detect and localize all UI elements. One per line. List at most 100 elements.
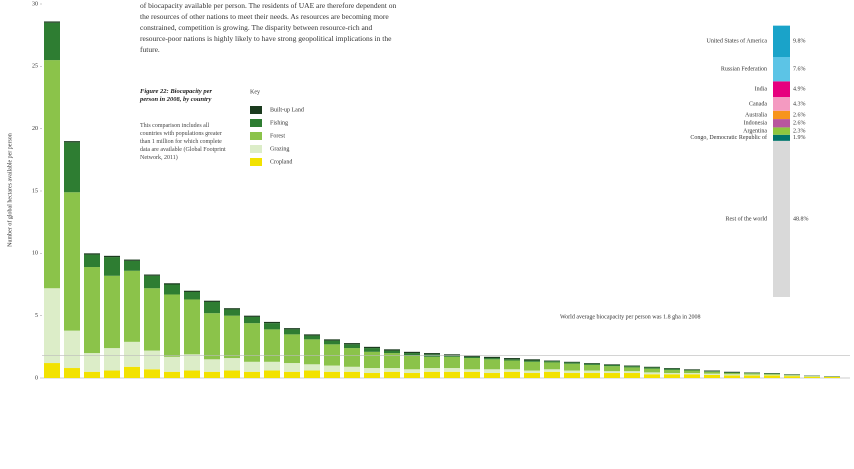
bar-segment [164, 294, 180, 357]
legend-title: Key [250, 89, 260, 95]
bar-segment [124, 260, 140, 271]
bar-segment [504, 360, 520, 370]
bar-segment [624, 373, 640, 378]
share-segment [773, 110, 790, 120]
bar-segment [684, 373, 700, 375]
share-segment [773, 140, 790, 297]
bar-segment [704, 371, 720, 372]
bar-segment [644, 368, 660, 373]
bar-segment [484, 359, 500, 370]
bar-segment [484, 373, 500, 378]
bar-segment [484, 369, 500, 374]
bar-segment [404, 355, 420, 370]
bar-segment [104, 370, 120, 378]
bar-segment [724, 372, 740, 374]
bar-segment [64, 368, 80, 378]
bar-segment [84, 353, 100, 372]
bar-segment [544, 369, 560, 372]
bar-segment [84, 267, 100, 354]
share-label: 48.8% [793, 216, 809, 222]
bar-segment [304, 339, 320, 365]
bar-segment [284, 363, 300, 372]
bar-segment [364, 348, 380, 352]
bar-segment [564, 361, 580, 363]
bar-segment [64, 192, 80, 331]
bar-segment [104, 348, 120, 371]
bar-segment [84, 254, 100, 268]
bar-segment [624, 366, 640, 368]
bar-segment [644, 372, 660, 375]
legend-label: Built-up Land [270, 107, 304, 113]
legend-swatch [250, 132, 262, 140]
bar-segment [244, 323, 260, 362]
bar-segment [704, 371, 720, 374]
bar-segment [344, 371, 360, 378]
bar-segment [644, 366, 660, 368]
bar-segment [624, 365, 640, 367]
share-name: Indonesia [744, 121, 768, 127]
bar-segment [344, 348, 360, 367]
bar-segment [464, 355, 480, 357]
bar-segment [224, 309, 240, 316]
bar-segment [384, 371, 400, 378]
bar-segment [544, 361, 560, 363]
bar-segment [544, 360, 560, 362]
bar-segment [444, 354, 460, 356]
y-tick-label: 0 [35, 375, 38, 381]
bar-segment [124, 259, 140, 261]
bar-segment [204, 313, 220, 360]
bar-segment [724, 375, 740, 378]
bar-segment [564, 363, 580, 371]
bar-segment [264, 321, 280, 324]
average-label: World average biocapacity per person was… [560, 314, 700, 320]
bar-segment [244, 361, 260, 372]
y-tick-label: 20 [32, 126, 38, 132]
bar-segment [324, 371, 340, 378]
share-label: 9.8% [793, 39, 806, 45]
bar-segment [164, 356, 180, 372]
bar-segment [684, 374, 700, 378]
bar-segment [524, 373, 540, 378]
bar-segment [764, 375, 780, 378]
bar-segment [624, 371, 640, 374]
bar-segment [584, 363, 600, 365]
bar-segment [464, 356, 480, 359]
bar-segment [284, 329, 300, 335]
bar-segment [44, 22, 60, 61]
bar-segment [724, 373, 740, 375]
bar-segment [144, 350, 160, 370]
bar-segment [324, 344, 340, 366]
bar-segment [204, 301, 220, 314]
bar-segment [744, 374, 760, 376]
bar-segment [504, 359, 520, 361]
share-name: India [755, 87, 768, 93]
bar-segment [464, 358, 480, 370]
bar-segment [324, 339, 340, 341]
bar-segment [524, 370, 540, 374]
bar-segment [144, 274, 160, 276]
bar-segment [724, 371, 740, 373]
bar-segment [224, 308, 240, 310]
bar-segment [284, 371, 300, 378]
bar-segment [224, 315, 240, 359]
bar-segment [44, 60, 60, 289]
bar-segment [564, 362, 580, 364]
bar-segment [64, 330, 80, 369]
bar-segment [144, 369, 160, 378]
bar-segment [764, 373, 780, 375]
bar-segment [744, 373, 760, 375]
bar-segment [444, 371, 460, 378]
bar-segment [324, 365, 340, 372]
bar-segment [564, 370, 580, 374]
bar-segment [604, 373, 620, 378]
caption-text: This comparison includes all countries w… [140, 123, 226, 161]
share-name: Argentina [743, 128, 767, 134]
share-name: United States of America [707, 38, 768, 45]
bar-segment [204, 371, 220, 378]
bar-segment [544, 362, 560, 370]
bar-segment [604, 371, 620, 374]
bar-segment [424, 371, 440, 378]
bar-segment [604, 366, 620, 372]
share-segment [773, 97, 790, 111]
